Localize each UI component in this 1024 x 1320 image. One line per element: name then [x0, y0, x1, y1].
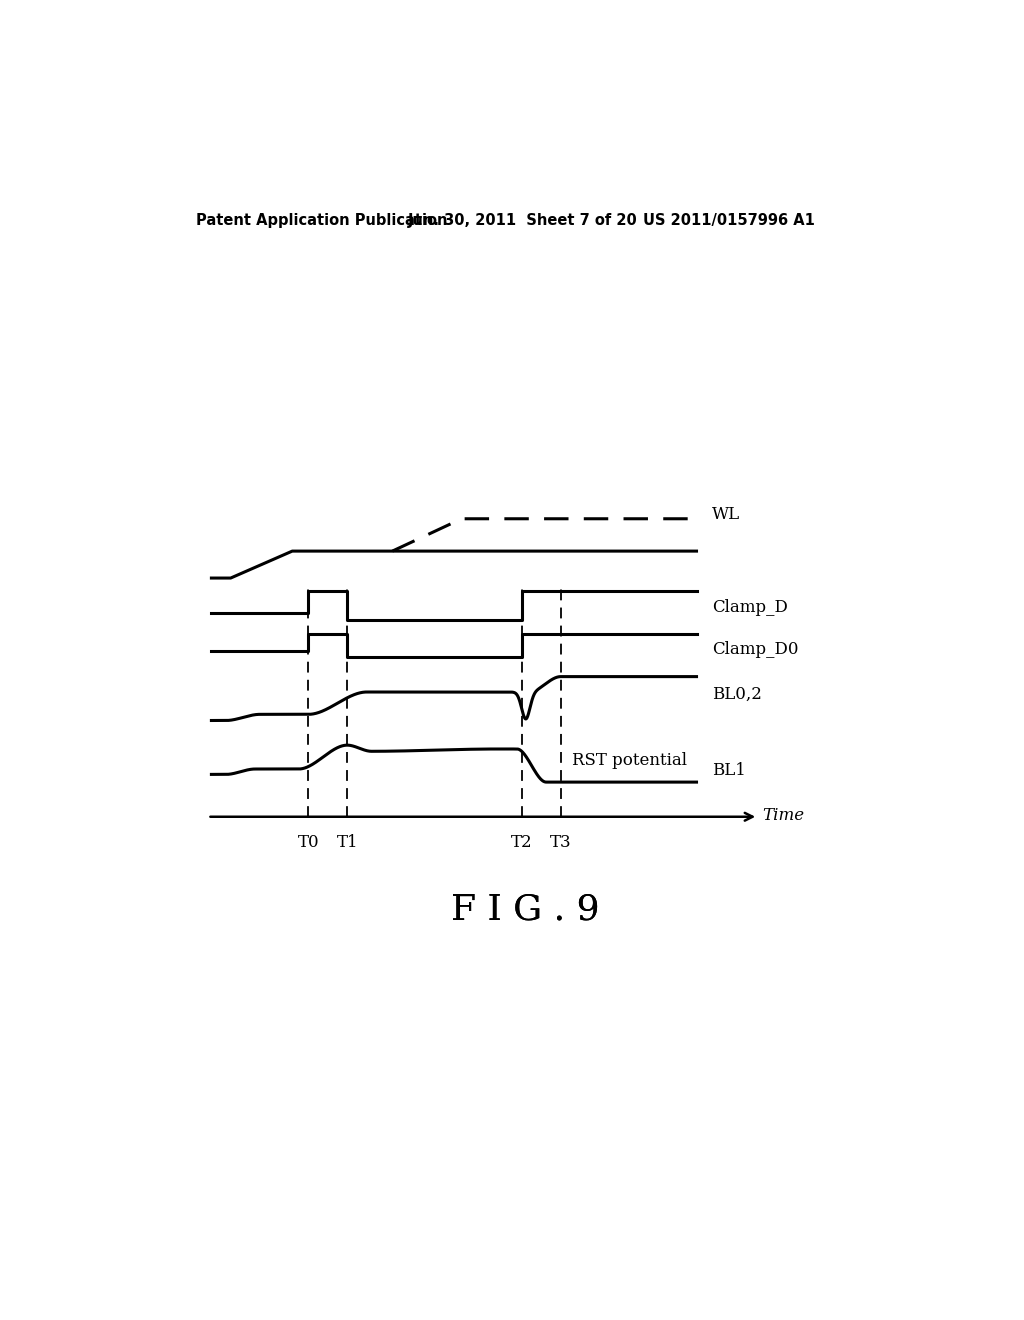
Text: Clamp_D0: Clamp_D0	[712, 642, 799, 659]
Text: US 2011/0157996 A1: US 2011/0157996 A1	[643, 213, 814, 227]
Text: Jun. 30, 2011  Sheet 7 of 20: Jun. 30, 2011 Sheet 7 of 20	[408, 213, 638, 227]
Text: BL0,2: BL0,2	[712, 686, 762, 702]
Text: Clamp_D: Clamp_D	[712, 599, 787, 616]
Text: Patent Application Publication: Patent Application Publication	[196, 213, 447, 227]
Text: Time: Time	[762, 807, 804, 824]
Text: WL: WL	[712, 507, 740, 524]
Text: T3: T3	[550, 834, 571, 850]
Text: T1: T1	[337, 834, 358, 850]
Text: BL1: BL1	[712, 762, 745, 779]
Text: RST potential: RST potential	[572, 752, 687, 770]
Text: F I G . 9: F I G . 9	[451, 892, 599, 927]
Text: T0: T0	[298, 834, 319, 850]
Text: T2: T2	[511, 834, 532, 850]
Text: F I G . 9: F I G . 9	[451, 892, 599, 927]
